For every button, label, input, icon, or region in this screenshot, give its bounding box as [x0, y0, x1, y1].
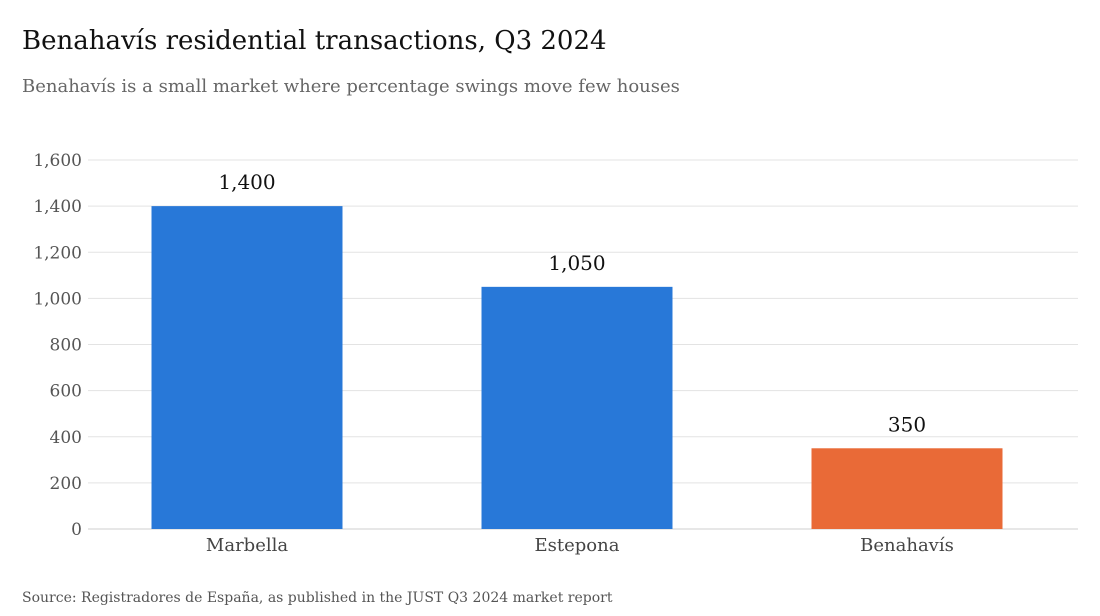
- chart-subtitle: Benahavís is a small market where percen…: [22, 76, 680, 97]
- bar-estepona: [481, 286, 673, 529]
- y-tick-label: 400: [50, 428, 82, 448]
- y-axis-ticks: 0 200 400 600 800 1,000 1,200 1,400 1,600: [33, 151, 82, 540]
- data-labels: 1,400 1,050 350: [218, 170, 926, 436]
- data-label: 1,400: [218, 170, 275, 194]
- y-tick-label: 0: [71, 520, 82, 540]
- bar-benahavs: [811, 448, 1003, 529]
- y-tick-label: 200: [50, 474, 82, 494]
- chart-title: Benahavís residential transactions, Q3 2…: [22, 26, 607, 56]
- y-tick-label: 1,000: [33, 289, 82, 309]
- y-tick-label: 600: [50, 382, 82, 402]
- y-tick-label: 800: [50, 336, 82, 356]
- y-tick-label: 1,200: [33, 243, 82, 263]
- x-tick-label: Benahavís: [860, 535, 954, 556]
- y-tick-label: 1,400: [33, 197, 82, 217]
- source-note: Source: Registradores de España, as publ…: [22, 590, 613, 606]
- x-tick-label: Marbella: [206, 535, 288, 556]
- y-tick-label: 1,600: [33, 151, 82, 171]
- bars: [151, 206, 1003, 529]
- bar-marbella: [151, 206, 343, 529]
- data-label: 1,050: [548, 251, 605, 275]
- x-axis-ticks: Marbella Estepona Benahavís: [206, 535, 954, 556]
- x-tick-label: Estepona: [535, 535, 620, 556]
- data-label: 350: [888, 412, 926, 436]
